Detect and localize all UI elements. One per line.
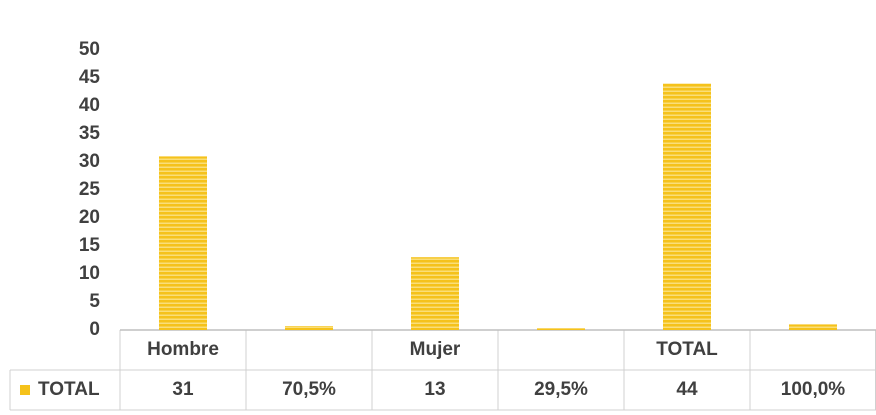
table-value: 29,5% bbox=[534, 379, 588, 400]
y-tick-label: 35 bbox=[79, 123, 101, 144]
y-tick-label: 15 bbox=[79, 235, 101, 256]
bar bbox=[663, 83, 711, 330]
y-tick-label: 5 bbox=[89, 291, 100, 312]
table-value: 70,5% bbox=[282, 379, 336, 400]
bar bbox=[411, 257, 459, 330]
y-tick-label: 10 bbox=[79, 263, 100, 284]
y-tick-label: 30 bbox=[79, 151, 100, 172]
x-tick-label: TOTAL bbox=[656, 339, 718, 360]
x-tick-label: Mujer bbox=[410, 339, 461, 360]
table-value: 100,0% bbox=[781, 379, 846, 400]
y-tick-label: 40 bbox=[79, 95, 100, 116]
bar bbox=[285, 326, 333, 330]
y-tick-label: 25 bbox=[79, 179, 101, 200]
y-tick-label: 50 bbox=[79, 39, 100, 60]
bar bbox=[789, 324, 837, 330]
y-tick-label: 20 bbox=[79, 207, 100, 228]
table-value: 13 bbox=[424, 379, 445, 400]
table-value: 44 bbox=[676, 379, 698, 400]
y-tick-label: 0 bbox=[89, 319, 100, 340]
bar bbox=[159, 156, 207, 330]
legend-swatch bbox=[20, 385, 30, 395]
x-tick-label: Hombre bbox=[147, 339, 219, 360]
legend-label: TOTAL bbox=[38, 379, 100, 400]
y-tick-label: 45 bbox=[79, 67, 101, 88]
bar bbox=[537, 328, 585, 330]
table-value: 31 bbox=[172, 379, 194, 400]
